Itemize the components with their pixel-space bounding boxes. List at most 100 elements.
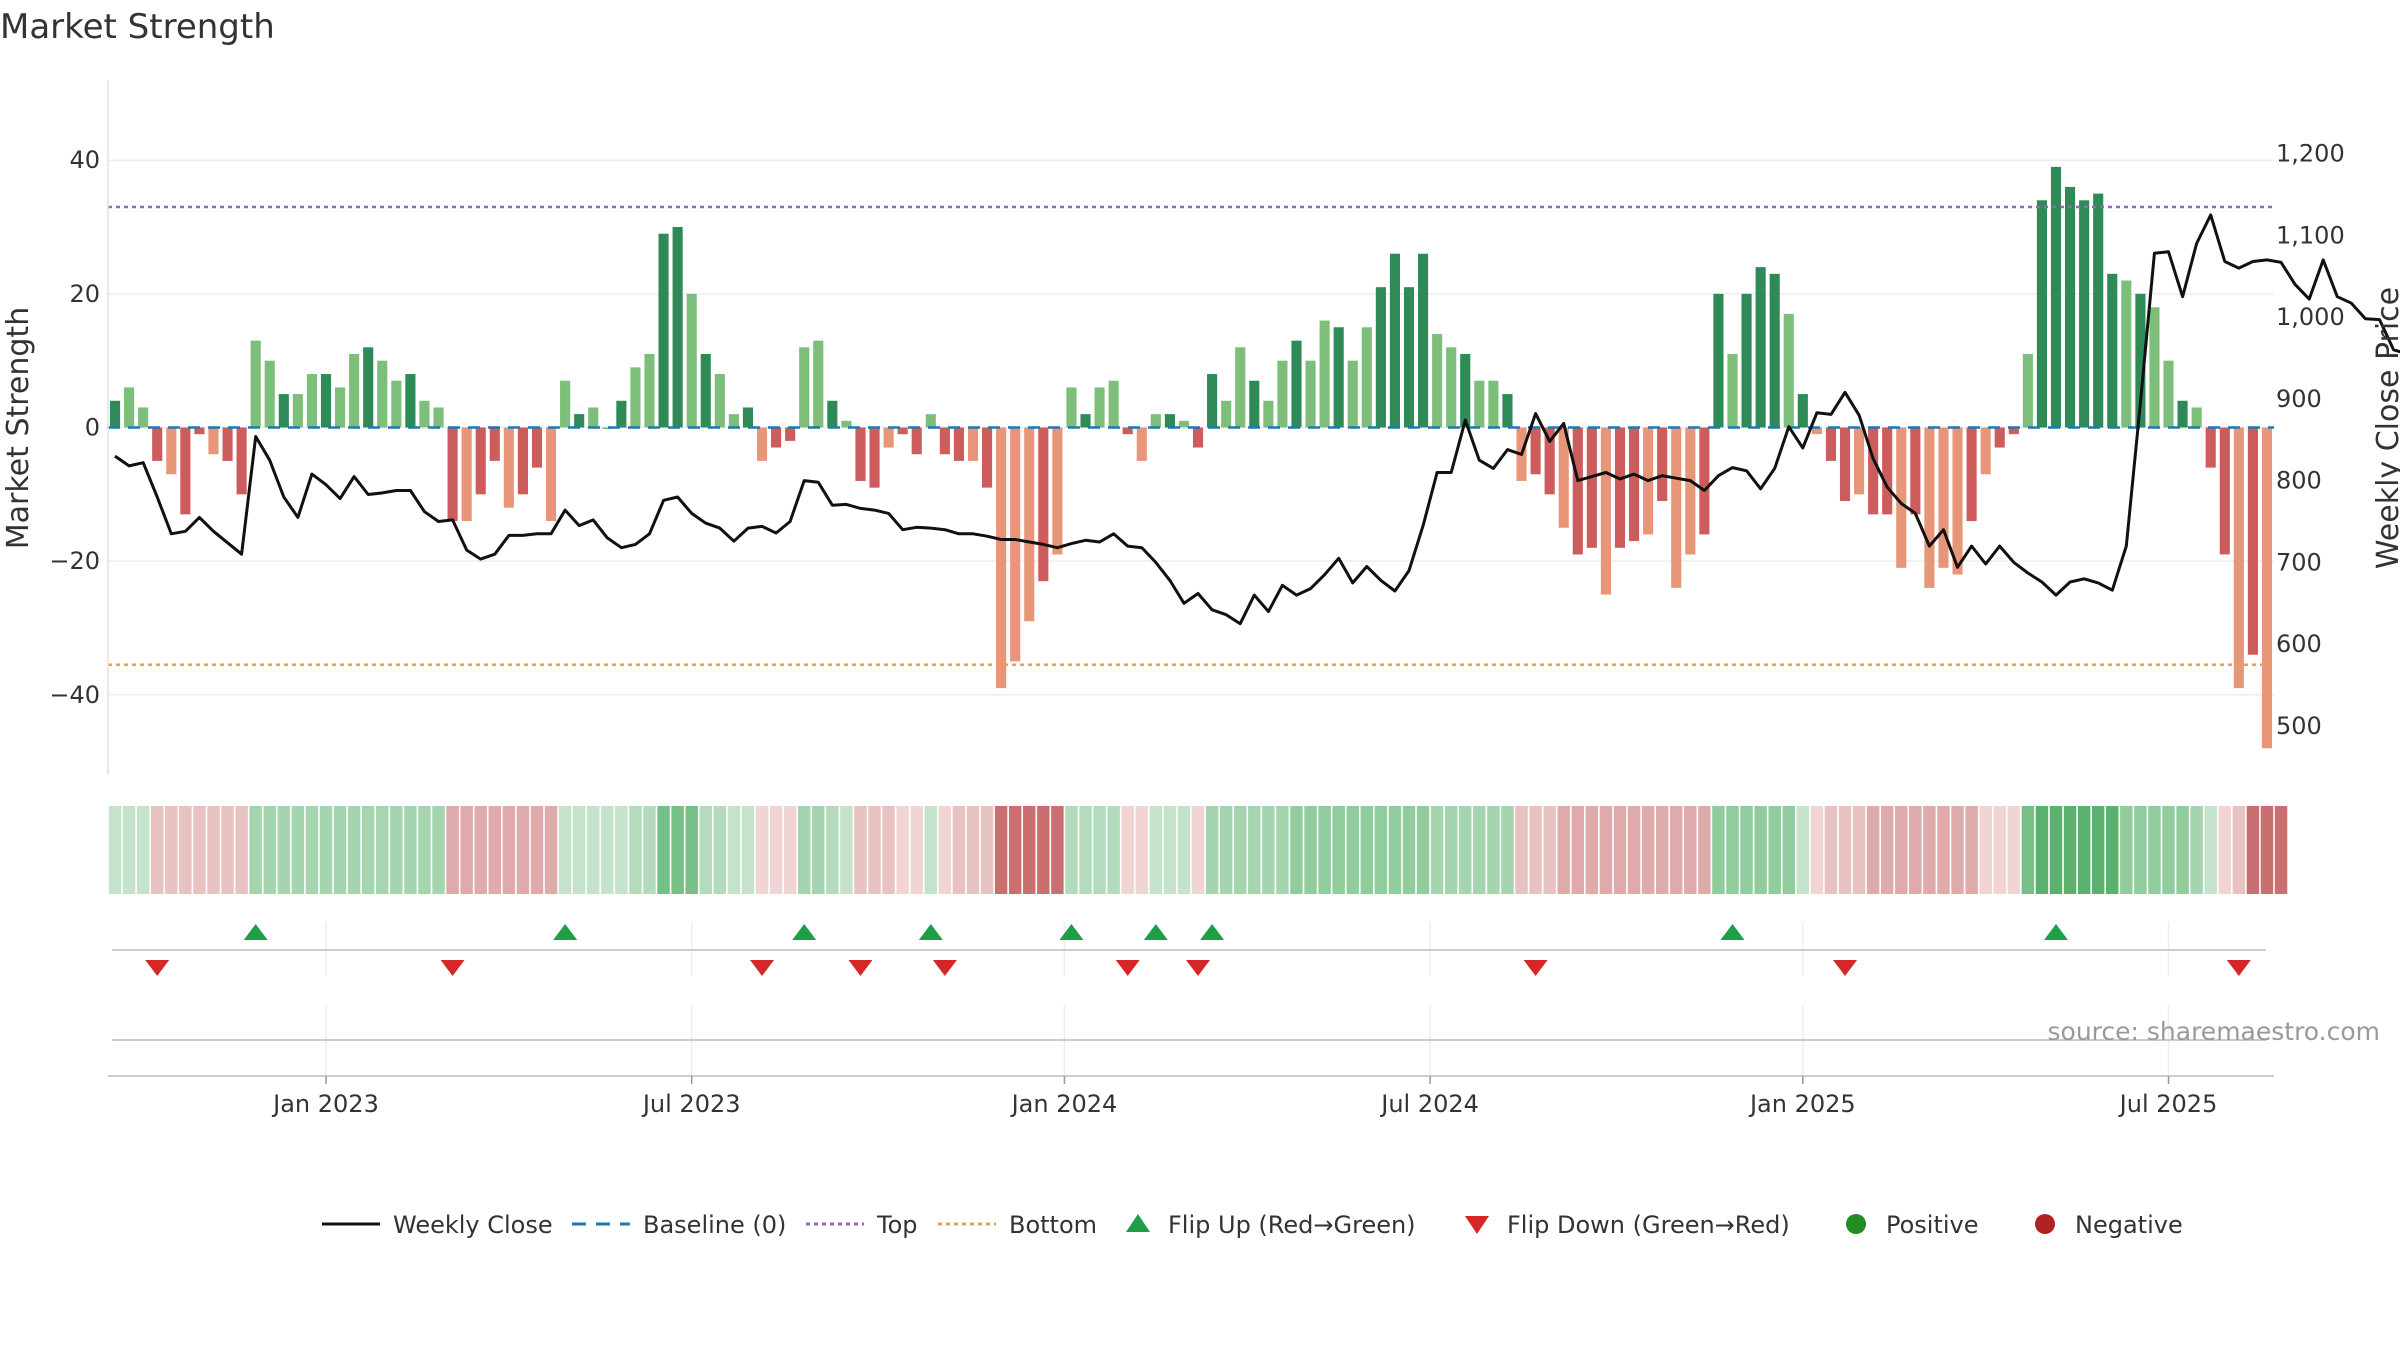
band-cell	[249, 806, 262, 894]
strength-bar	[194, 427, 205, 435]
band-cell	[1023, 806, 1036, 894]
strength-bar	[1502, 394, 1513, 428]
band-cell	[1965, 806, 1978, 894]
strength-bar	[911, 427, 922, 455]
band-cell	[2049, 806, 2063, 894]
band-cell	[2260, 806, 2274, 894]
strength-bar	[869, 427, 880, 488]
band-cell	[1923, 806, 1936, 894]
strength-bar	[1994, 427, 2005, 448]
band-cell	[446, 806, 459, 894]
strength-bar	[250, 340, 261, 428]
strength-bar	[1671, 427, 1682, 588]
strength-bar	[545, 427, 557, 522]
band-cell	[2148, 806, 2161, 894]
band-cell	[502, 806, 516, 894]
strength-bar	[124, 387, 135, 428]
flip-up-marker	[1059, 924, 1084, 940]
flip-up-marker	[243, 924, 268, 940]
band-cell	[1909, 806, 1922, 894]
strength-bar	[1938, 427, 1949, 568]
band-cell	[136, 806, 150, 894]
band-cell	[460, 806, 473, 894]
legend-swatch-positive	[1846, 1214, 1866, 1234]
y2-axis-label: Weekly Close Price	[2371, 287, 2400, 569]
band-cell	[1262, 806, 1275, 894]
strength-bar	[1797, 394, 1808, 428]
strength-bar	[391, 380, 402, 428]
band-cell	[1782, 806, 1795, 894]
strength-bar	[1699, 427, 1710, 535]
strength-bar	[1221, 400, 1232, 428]
y2-tick-label: 600	[2276, 630, 2322, 658]
strength-bar	[1277, 360, 1288, 428]
band-cell	[1529, 806, 1542, 894]
strength-bar	[2163, 360, 2174, 428]
flip-down-marker	[1523, 960, 1548, 976]
legend-label: Weekly Close	[393, 1211, 553, 1239]
y2-tick-label: 1,100	[2276, 221, 2345, 249]
strength-bar	[1038, 427, 1049, 582]
legend-label: Top	[876, 1211, 918, 1239]
band-cell	[1149, 806, 1163, 894]
band-cell	[1501, 806, 1514, 894]
strength-bar	[447, 427, 458, 522]
band-cell	[376, 806, 389, 894]
strength-bar	[1052, 427, 1063, 555]
band-cell	[2021, 806, 2035, 894]
strength-bar	[489, 427, 500, 461]
strength-bar	[1136, 427, 1147, 461]
band-cell	[1712, 806, 1725, 894]
strength-bar	[1966, 427, 1977, 522]
flip-up-marker	[1143, 924, 1168, 940]
strength-bar	[799, 347, 810, 428]
strength-bar	[1924, 427, 1935, 588]
strength-bar	[2233, 427, 2244, 689]
x-tick-label: Jul 2023	[641, 1090, 741, 1118]
band-cell	[1219, 806, 1233, 894]
legend-label: Baseline (0)	[643, 1211, 786, 1239]
strength-bar	[1952, 427, 1963, 575]
band-cell	[1191, 806, 1205, 894]
strength-bar	[1685, 427, 1696, 555]
band-cell	[488, 806, 502, 894]
band-cell	[193, 806, 206, 894]
band-cell	[769, 806, 783, 894]
band-cell	[1459, 806, 1472, 894]
band-cell	[643, 806, 656, 894]
strength-bar	[785, 427, 796, 441]
band-cell	[1135, 806, 1149, 894]
legend: Weekly Close Baseline (0) Top Bottom Flip Up…	[322, 1211, 2183, 1239]
band-cell	[1866, 806, 1880, 894]
band-cell	[755, 806, 769, 894]
strength-bar	[616, 400, 627, 428]
band-cell	[2246, 806, 2260, 894]
flip-down-marker	[932, 960, 957, 976]
strength-bar	[1896, 427, 1907, 568]
strength-bar	[1319, 320, 1330, 428]
band-cell	[319, 806, 333, 894]
y2-tick-label: 700	[2276, 548, 2322, 576]
strength-bar	[433, 407, 444, 428]
strength-bar	[1980, 427, 1991, 475]
band-cell	[2176, 806, 2189, 894]
strength-bar	[1263, 400, 1274, 428]
band-cell	[1304, 806, 1317, 894]
band-cell	[1416, 806, 1430, 894]
band-cell	[1627, 806, 1641, 894]
band-cell	[122, 806, 136, 894]
strength-bar	[686, 293, 697, 428]
band-cell	[2134, 806, 2147, 894]
strength-bar	[1192, 427, 1204, 448]
y2-tick-label: 500	[2276, 712, 2322, 740]
band-cell	[1599, 806, 1613, 894]
band-cell	[840, 806, 853, 894]
strength-bar	[2135, 293, 2146, 428]
strength-bar	[320, 374, 332, 428]
band-cell	[1613, 806, 1627, 894]
weekly-close-series	[114, 213, 2400, 626]
band-cell	[1290, 806, 1303, 894]
strength-bars	[109, 166, 2273, 749]
strength-bar	[335, 387, 346, 428]
strength-bar	[644, 353, 655, 428]
